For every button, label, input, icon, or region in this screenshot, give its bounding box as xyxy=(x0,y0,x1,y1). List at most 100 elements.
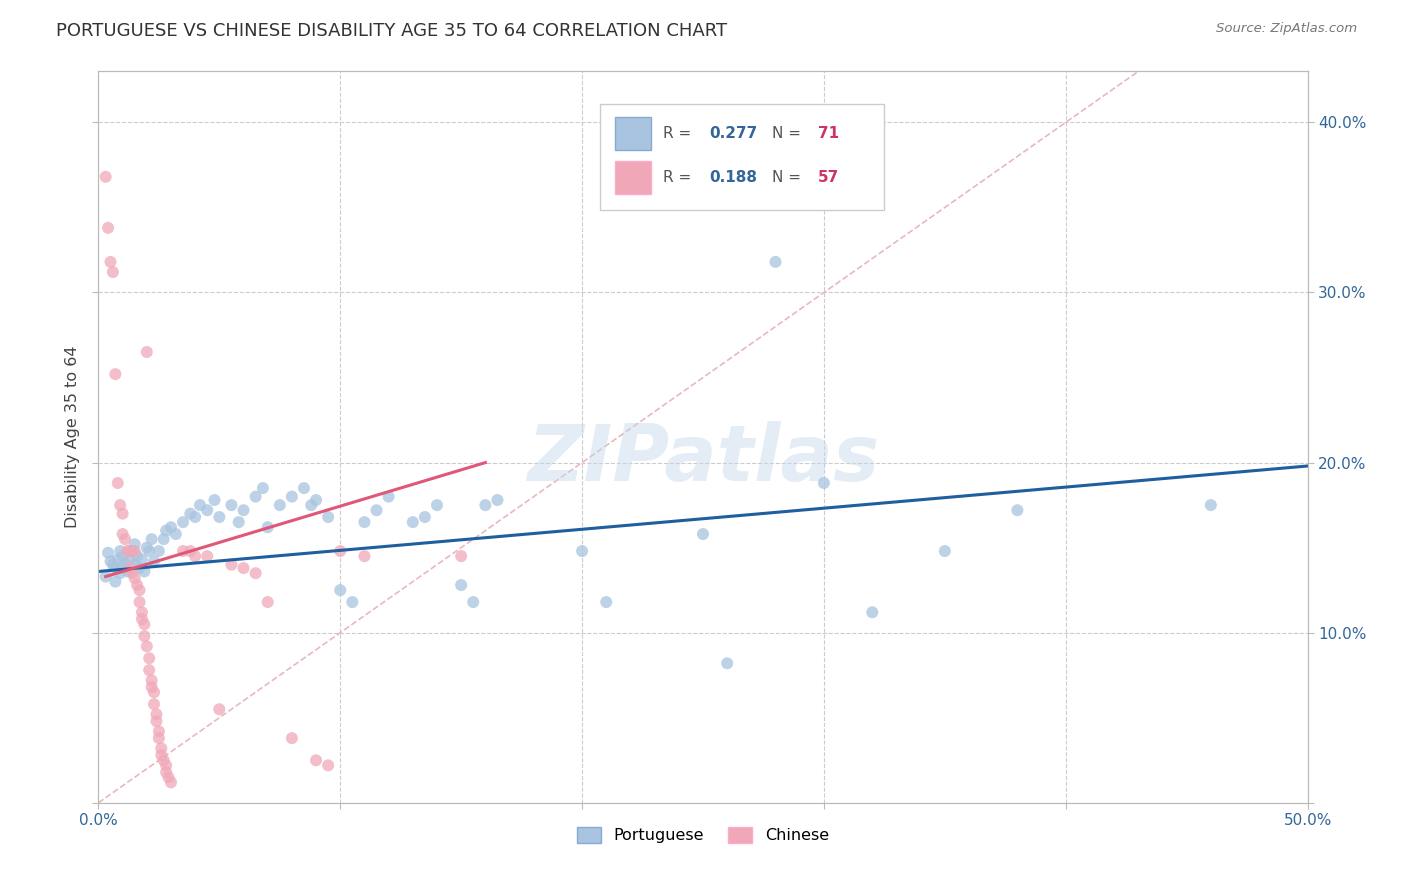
Chinese xyxy=(145,714,167,728)
Chinese xyxy=(148,724,170,739)
Chinese xyxy=(208,702,231,716)
Portuguese xyxy=(155,524,177,538)
Portuguese xyxy=(716,657,738,671)
Portuguese xyxy=(316,510,339,524)
Chinese xyxy=(121,566,143,581)
Portuguese xyxy=(860,605,883,619)
Portuguese xyxy=(94,569,117,583)
Portuguese xyxy=(402,515,425,529)
Bar xyxy=(614,161,651,194)
Chinese xyxy=(150,748,173,763)
Chinese xyxy=(148,731,170,746)
Portuguese xyxy=(124,558,146,572)
Chinese xyxy=(179,544,201,558)
Portuguese xyxy=(413,510,436,524)
FancyBboxPatch shape xyxy=(600,104,884,211)
Portuguese xyxy=(342,595,364,609)
Text: R =: R = xyxy=(664,126,696,141)
Chinese xyxy=(232,561,254,575)
Chinese xyxy=(118,544,141,558)
Portuguese xyxy=(138,544,160,558)
Portuguese xyxy=(281,490,304,504)
Chinese xyxy=(131,605,153,619)
Chinese xyxy=(141,673,163,688)
Chinese xyxy=(450,549,472,563)
Portuguese xyxy=(111,561,134,575)
Portuguese xyxy=(114,556,136,570)
Chinese xyxy=(118,561,141,575)
Text: N =: N = xyxy=(772,169,806,185)
Chinese xyxy=(281,731,304,746)
Portuguese xyxy=(221,498,243,512)
Portuguese xyxy=(160,520,183,534)
Portuguese xyxy=(208,510,231,524)
Chinese xyxy=(135,345,157,359)
Chinese xyxy=(117,544,139,558)
Chinese xyxy=(155,765,177,780)
Chinese xyxy=(97,220,120,235)
Portuguese xyxy=(252,481,274,495)
Portuguese xyxy=(101,558,124,572)
Portuguese xyxy=(97,546,120,560)
Portuguese xyxy=(450,578,472,592)
Text: 0.277: 0.277 xyxy=(709,126,758,141)
Chinese xyxy=(111,527,134,541)
Portuguese xyxy=(463,595,485,609)
Chinese xyxy=(160,775,183,789)
Text: ZIPatlas: ZIPatlas xyxy=(527,421,879,497)
Portuguese xyxy=(228,515,250,529)
Chinese xyxy=(100,255,122,269)
Chinese xyxy=(135,640,157,654)
Text: 0.188: 0.188 xyxy=(709,169,756,185)
Chinese xyxy=(124,544,146,558)
Portuguese xyxy=(269,498,291,512)
Chinese xyxy=(353,549,375,563)
Portuguese xyxy=(135,541,157,555)
Chinese xyxy=(104,367,127,381)
Chinese xyxy=(128,583,150,598)
Chinese xyxy=(134,629,156,643)
Portuguese xyxy=(204,493,226,508)
Portuguese xyxy=(188,498,211,512)
Chinese xyxy=(150,741,173,756)
Portuguese xyxy=(108,566,131,581)
Portuguese xyxy=(934,544,956,558)
Portuguese xyxy=(692,527,714,541)
Chinese xyxy=(256,595,278,609)
Chinese xyxy=(138,651,160,665)
Portuguese xyxy=(165,527,187,541)
Text: Source: ZipAtlas.com: Source: ZipAtlas.com xyxy=(1216,22,1357,36)
Chinese xyxy=(329,544,352,558)
Portuguese xyxy=(104,561,127,575)
Portuguese xyxy=(245,490,267,504)
Portuguese xyxy=(111,549,134,563)
Portuguese xyxy=(195,503,218,517)
Portuguese xyxy=(121,544,143,558)
Chinese xyxy=(127,578,149,592)
Chinese xyxy=(172,544,194,558)
Portuguese xyxy=(232,503,254,517)
Portuguese xyxy=(765,255,787,269)
Portuguese xyxy=(134,565,156,579)
Portuguese xyxy=(108,544,131,558)
Chinese xyxy=(141,680,163,694)
Chinese xyxy=(111,507,134,521)
Chinese xyxy=(245,566,267,581)
Portuguese xyxy=(104,574,127,589)
Portuguese xyxy=(143,554,166,568)
Chinese xyxy=(145,707,167,722)
Chinese xyxy=(134,617,156,632)
Y-axis label: Disability Age 35 to 64: Disability Age 35 to 64 xyxy=(65,346,80,528)
Portuguese xyxy=(256,520,278,534)
Portuguese xyxy=(148,544,170,558)
Chinese xyxy=(157,770,180,784)
Chinese xyxy=(305,753,328,767)
Text: 57: 57 xyxy=(818,169,839,185)
Text: R =: R = xyxy=(664,169,696,185)
Portuguese xyxy=(813,475,835,490)
Portuguese xyxy=(595,595,617,609)
Chinese xyxy=(94,169,117,184)
Portuguese xyxy=(124,537,146,551)
Portuguese xyxy=(117,565,139,579)
Portuguese xyxy=(128,561,150,575)
